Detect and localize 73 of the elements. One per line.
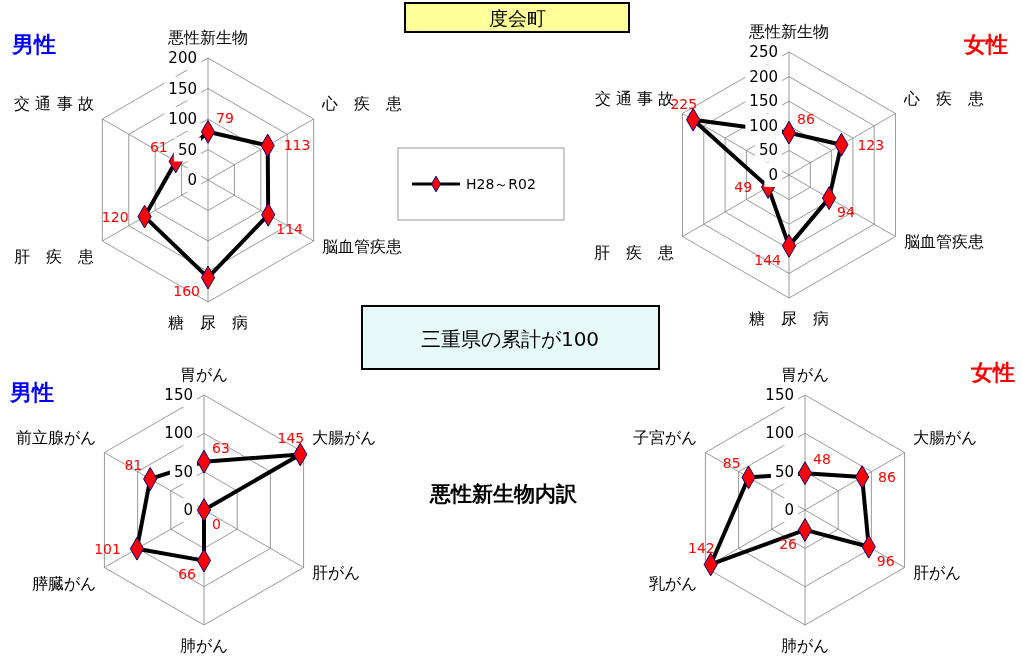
y-tick-label: 150	[765, 386, 794, 404]
y-tick-label: 0	[768, 166, 778, 184]
data-label: 113	[283, 137, 311, 154]
spoke-label: 心 疾 患	[321, 94, 403, 114]
y-tick-label: 100	[749, 116, 778, 135]
data-label: 63	[212, 439, 230, 456]
spoke-label: 胃がん	[180, 365, 228, 385]
spoke-label: 肝がん	[913, 563, 962, 583]
spoke-label: 肝 疾 患	[593, 242, 674, 262]
data-label: 160	[173, 283, 200, 300]
data-label: 66	[178, 566, 197, 583]
spoke-label: 膵臓がん	[31, 573, 96, 593]
text: 三重県の累計が100	[420, 327, 600, 351]
spoke-label: 肺がん	[781, 636, 829, 655]
spoke-label: 肺がん	[180, 636, 228, 655]
spoke-label: 糖 尿 病	[168, 313, 248, 332]
data-label: 96	[876, 552, 895, 569]
spoke-label: 脳血管疾患	[904, 232, 985, 252]
data-label: 61	[149, 139, 168, 156]
data-label: 94	[837, 203, 855, 220]
data-label: 114	[276, 220, 304, 237]
y-tick-label: 200	[749, 67, 778, 86]
y-tick-label: 50	[758, 141, 778, 160]
y-tick-label: 150	[168, 79, 197, 98]
spoke-label: 脳血管疾患	[322, 236, 403, 256]
data-label: 142	[687, 540, 715, 557]
spoke-label: 乳がん	[648, 573, 697, 593]
y-tick-label: 150	[164, 386, 193, 404]
data-label: 85	[722, 455, 741, 472]
text: 悪性新生物内訳	[428, 482, 578, 506]
y-tick-label: 100	[765, 424, 794, 443]
spoke-label: 糖 尿 病	[749, 309, 829, 328]
chart-title: 男性	[11, 32, 56, 57]
spoke-label: 肝 疾 患	[13, 247, 94, 266]
data-label: 26	[779, 535, 798, 552]
data-label: 144	[754, 251, 782, 268]
data-label: 120	[101, 208, 129, 225]
y-tick-label: 100	[164, 424, 193, 443]
y-tick-label: 100	[168, 110, 197, 128]
y-tick-label: 250	[749, 43, 778, 61]
data-label: 86	[878, 468, 897, 485]
spoke-label: 子宮がん	[632, 427, 697, 447]
data-label: 79	[216, 109, 234, 126]
spoke-label: 交 通 事 故	[14, 94, 94, 114]
chart-title: 女性	[963, 32, 1008, 57]
y-tick-label: 50	[173, 462, 193, 481]
legend-label: H28～R02	[466, 176, 536, 192]
spoke-label: 胃がん	[781, 365, 829, 385]
data-label: 49	[734, 178, 753, 195]
data-label: 0	[212, 515, 221, 532]
text: 度会町	[488, 7, 546, 29]
y-tick-label: 0	[183, 501, 193, 519]
y-tick-label: 150	[749, 92, 778, 111]
y-tick-label: 0	[784, 501, 794, 519]
data-label: 123	[857, 136, 885, 153]
data-label: 48	[813, 451, 831, 468]
y-tick-label: 0	[187, 171, 197, 189]
spoke-label: 心 疾 患	[903, 88, 985, 108]
text: 男性	[9, 380, 54, 405]
data-label: 86	[797, 110, 815, 127]
y-tick-label: 50	[177, 140, 197, 159]
spoke-label: 大腸がん	[913, 427, 978, 447]
data-label: 101	[94, 540, 121, 557]
data-label: 81	[124, 456, 143, 473]
spoke-label: 悪性新生物	[748, 22, 829, 42]
data-label: 145	[277, 430, 305, 447]
y-tick-label: 200	[168, 49, 197, 67]
spoke-label: 大腸がん	[312, 427, 377, 447]
spoke-label: 肝がん	[312, 563, 361, 583]
y-tick-label: 50	[774, 462, 794, 481]
spoke-label: 前立腺がん	[15, 427, 96, 447]
chart-title: 女性	[970, 360, 1015, 385]
spoke-label: 悪性新生物	[167, 28, 248, 48]
